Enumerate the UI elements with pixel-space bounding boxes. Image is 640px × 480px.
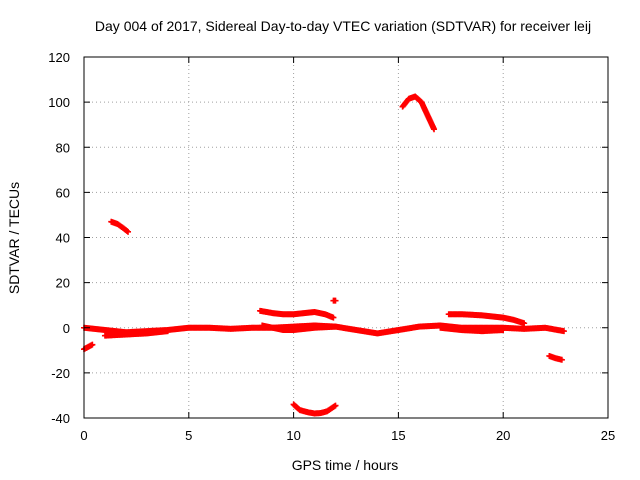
x-tick-label: 15 <box>391 428 405 443</box>
x-axis-label: GPS time / hours <box>292 457 399 473</box>
chart-title: Day 004 of 2017, Sidereal Day-to-day VTE… <box>95 18 591 34</box>
y-tick-label: 120 <box>48 50 70 65</box>
data-point <box>164 328 171 335</box>
y-tick-label: -40 <box>51 411 70 426</box>
y-tick-label: 100 <box>48 95 70 110</box>
data-point <box>521 320 528 327</box>
data-point <box>89 341 96 348</box>
data-point <box>558 356 565 363</box>
data-point <box>123 228 130 235</box>
data-points <box>81 93 567 417</box>
y-axis-label: SDTVAR / TECUs <box>6 182 22 294</box>
x-tick-label: 20 <box>496 428 510 443</box>
grid <box>84 57 608 418</box>
data-point <box>332 297 339 304</box>
data-point <box>332 323 339 330</box>
data-point <box>500 327 507 334</box>
y-tick-label: 80 <box>56 140 70 155</box>
plot-frame <box>83 56 609 419</box>
y-tick-label: 60 <box>56 185 70 200</box>
data-point <box>332 402 339 409</box>
y-tick-label: 0 <box>63 321 70 336</box>
data-point <box>560 328 567 335</box>
x-tick-label: 10 <box>286 428 300 443</box>
axis-ticks: 0 5 10 15 20 25 -40 -20 0 20 40 60 80 100 120 <box>48 50 615 443</box>
y-tick-label: 40 <box>56 231 70 246</box>
data-point <box>125 228 132 235</box>
data-point <box>330 314 337 321</box>
x-tick-label: 25 <box>601 428 615 443</box>
y-tick-label: -20 <box>51 366 70 381</box>
x-tick-label: 5 <box>185 428 192 443</box>
y-tick-label: 20 <box>56 276 70 291</box>
data-point <box>431 126 438 133</box>
x-tick-label: 0 <box>80 428 87 443</box>
